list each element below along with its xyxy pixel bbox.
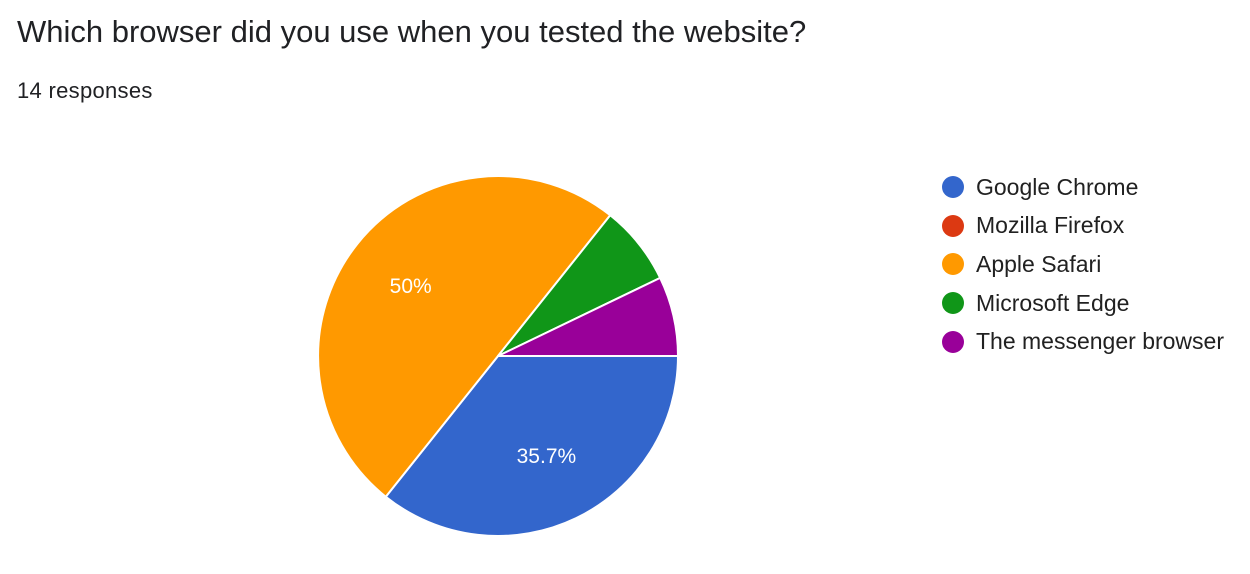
legend-item[interactable]: Apple Safari xyxy=(942,245,1224,284)
pie-slice-label: 50% xyxy=(390,275,432,298)
legend-item[interactable]: Microsoft Edge xyxy=(942,284,1224,323)
pie-slice-the-messenger-browser[interactable] xyxy=(497,276,679,357)
legend-swatch-icon xyxy=(942,214,964,237)
pie-slice-label: 35.7% xyxy=(517,445,577,468)
legend-swatch-icon xyxy=(942,176,964,199)
legend-label: The messenger browser xyxy=(976,328,1224,355)
chart-legend: Google Chrome Mozilla Firefox Apple Safari… xyxy=(942,168,1224,361)
pie-slices xyxy=(317,175,679,537)
pie-slice-google-chrome[interactable] xyxy=(384,355,679,537)
legend-swatch-icon xyxy=(942,253,964,276)
pie-slice-apple-safari[interactable] xyxy=(317,175,612,498)
legend-swatch-icon xyxy=(942,292,964,315)
legend-item[interactable]: The messenger browser xyxy=(942,322,1224,361)
legend-label: Google Chrome xyxy=(976,173,1139,200)
legend-label: Microsoft Edge xyxy=(976,289,1130,316)
question-title: Which browser did you use when you teste… xyxy=(17,14,807,49)
legend-swatch-icon xyxy=(942,330,964,353)
legend-item[interactable]: Mozilla Firefox xyxy=(942,207,1224,246)
legend-item[interactable]: Google Chrome xyxy=(942,168,1224,207)
pie-slice-labels: 35.7% 50% xyxy=(390,275,576,468)
response-count: 14 responses xyxy=(17,78,153,103)
legend-label: Mozilla Firefox xyxy=(976,212,1125,239)
legend-label: Apple Safari xyxy=(976,250,1102,277)
